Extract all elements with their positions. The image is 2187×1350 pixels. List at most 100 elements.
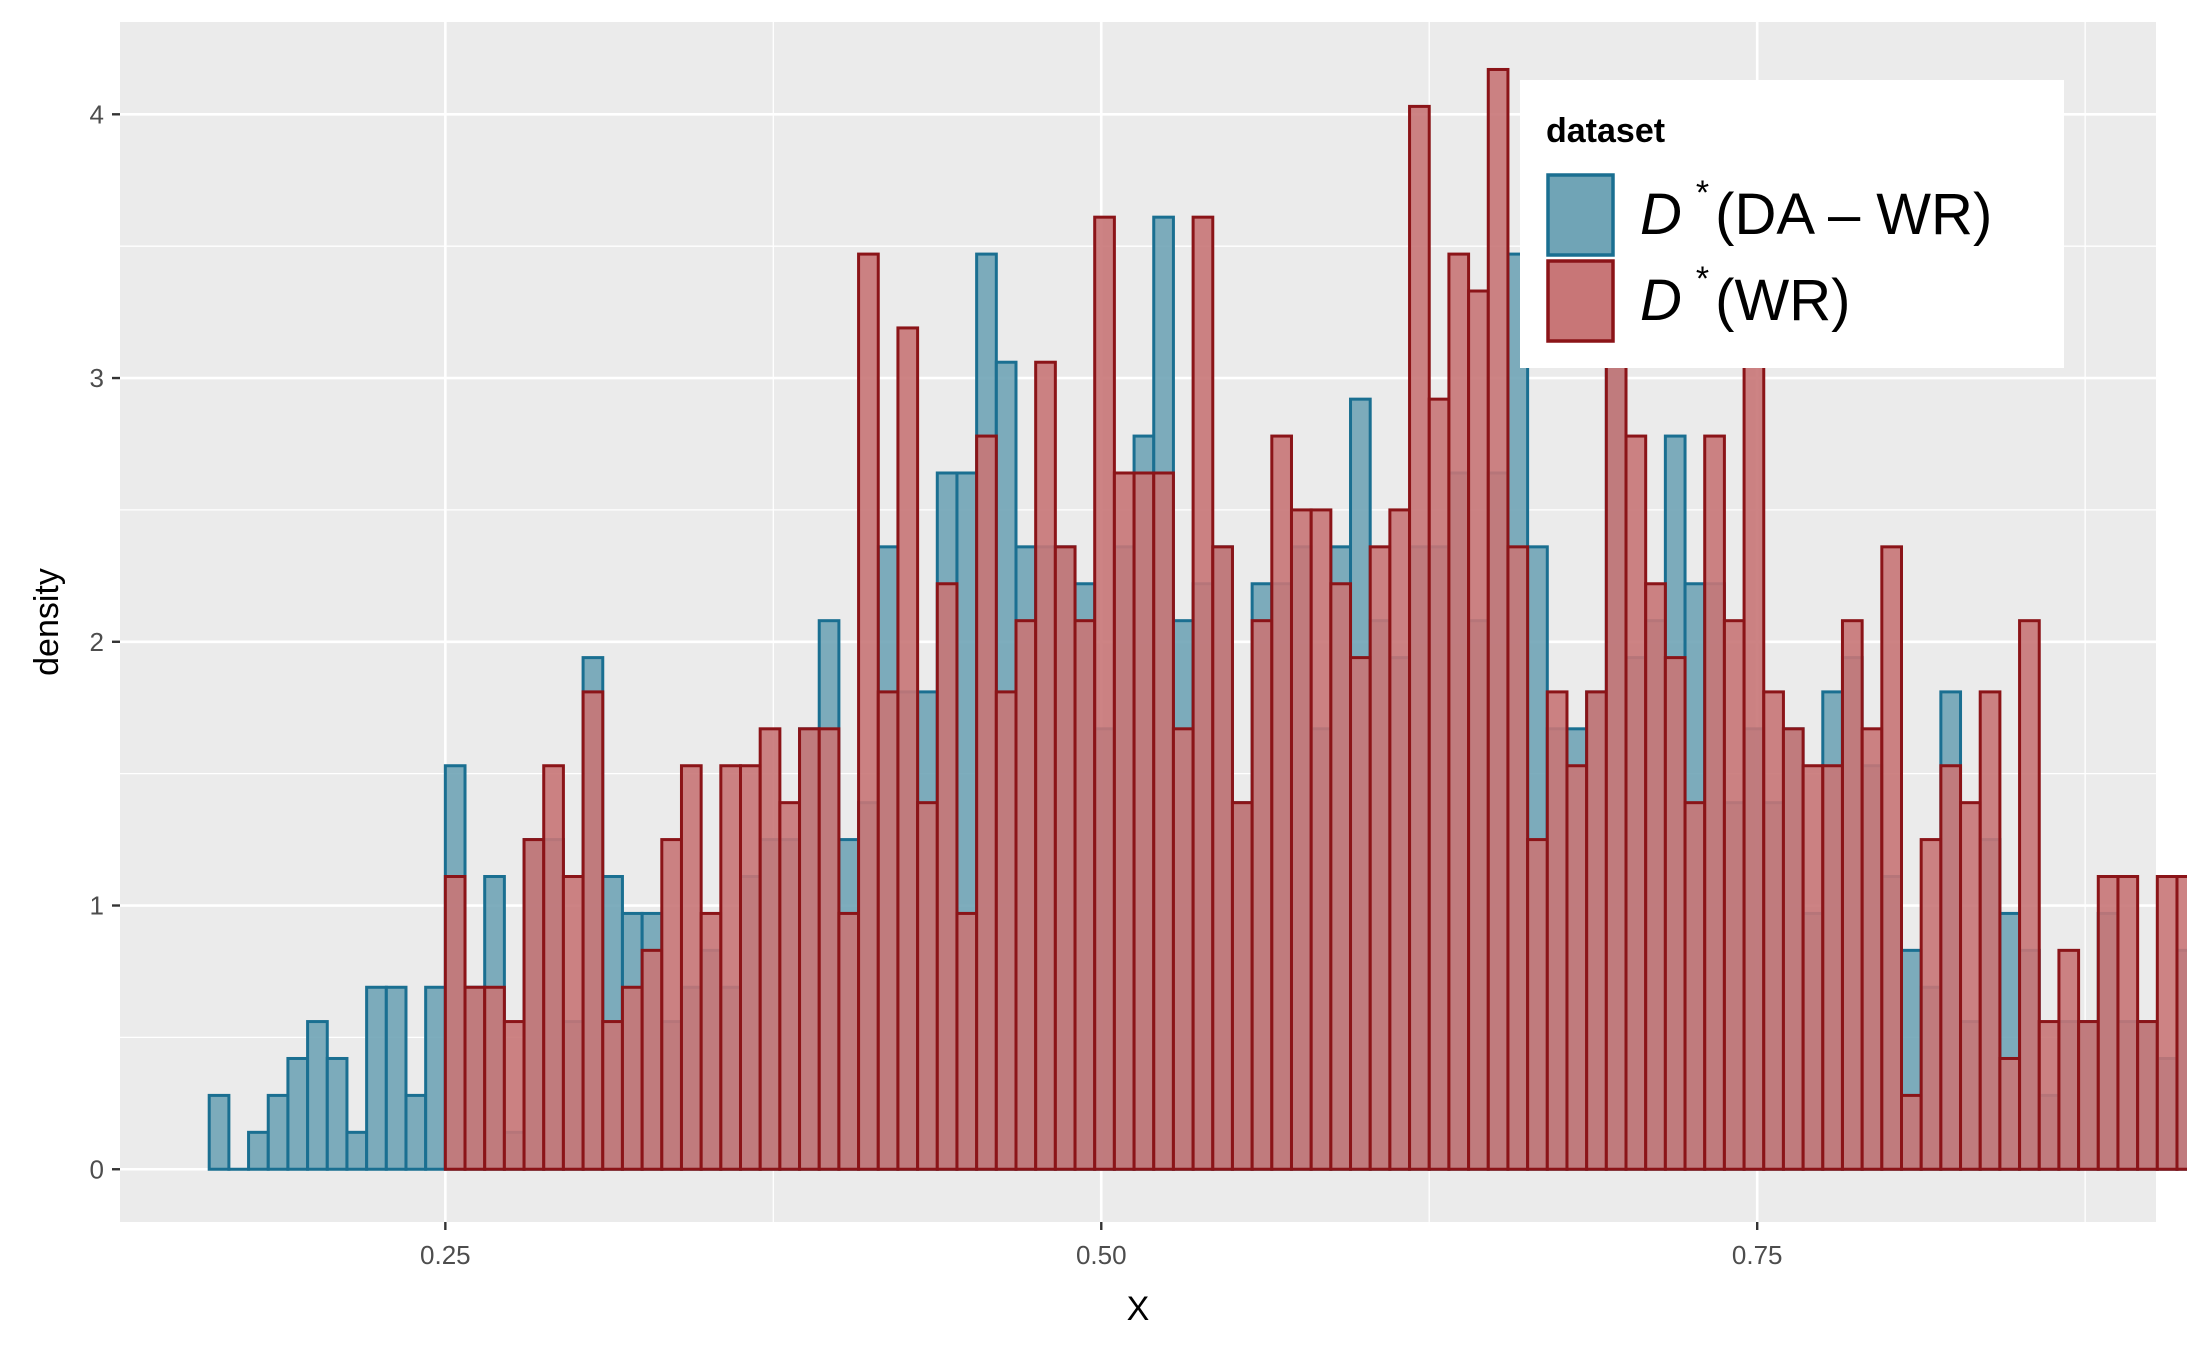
- histogram-bar: [1093, 215, 1116, 1171]
- histogram-bar: [1289, 508, 1313, 1171]
- histogram-bar: [1309, 508, 1333, 1171]
- histogram-bar: [2096, 875, 2120, 1171]
- histogram-bar: [1821, 764, 1844, 1171]
- legend: dataset D * (DA – WR) D * (WR): [1520, 80, 2064, 368]
- histogram-bar: [1742, 252, 1766, 1171]
- axes: 0.25 0.50 0.75 0 1 2 3 4: [90, 99, 1783, 1270]
- histogram-bar: [2018, 619, 2041, 1171]
- histogram-bar: [1486, 67, 1510, 1171]
- histogram-bar: [1132, 471, 1156, 1171]
- histogram-bar: [1467, 289, 1490, 1171]
- histogram-bar: [1526, 838, 1549, 1171]
- histogram-bar: [1801, 764, 1825, 1171]
- histogram-bar: [1408, 104, 1431, 1171]
- histogram-bar: [916, 801, 939, 1171]
- histogram-bar: [404, 1093, 428, 1171]
- histogram-bar: [581, 690, 605, 1171]
- histogram-bar: [1919, 838, 1943, 1171]
- histogram-bar: [660, 838, 683, 1171]
- histogram-bar: [1762, 690, 1785, 1171]
- histogram-bar: [2077, 1020, 2100, 1171]
- histogram-bar: [739, 764, 762, 1171]
- histogram-bar: [876, 690, 900, 1171]
- histogram-bar: [1112, 471, 1136, 1171]
- histogram-bar: [306, 1020, 329, 1171]
- histogram-bar: [2037, 1020, 2061, 1171]
- histogram-bar: [365, 985, 388, 1171]
- histogram-bar: [522, 838, 546, 1171]
- x-tick-label: 0.25: [420, 1240, 471, 1270]
- histogram-bar: [1900, 1093, 1923, 1171]
- histogram-bar: [1978, 690, 2002, 1171]
- histogram-bar: [1840, 619, 1864, 1171]
- histogram-bar: [1270, 434, 1293, 1171]
- histogram-bar: [817, 727, 841, 1171]
- histogram-bar: [857, 252, 880, 1171]
- legend-key-wr: [1546, 259, 1615, 343]
- histogram-bar: [247, 1130, 270, 1171]
- histogram-bar: [502, 1020, 526, 1171]
- legend-item-da-wr: D * (DA – WR): [1546, 173, 1992, 257]
- histogram-bar: [483, 985, 506, 1171]
- histogram-bar: [1053, 545, 1077, 1171]
- histogram-bar: [1939, 764, 1963, 1171]
- histogram-bar: [1034, 360, 1057, 1171]
- histogram-bar: [1663, 656, 1687, 1171]
- histogram-bar: [1368, 545, 1392, 1171]
- legend-label-da-wr: D * (DA – WR): [1640, 174, 1992, 247]
- histogram-bar: [896, 326, 920, 1171]
- histogram-bar: [778, 801, 802, 1171]
- histogram-bar: [601, 1020, 624, 1171]
- legend-item-wr: D * (WR): [1546, 259, 1850, 343]
- y-tick-label: 1: [90, 891, 104, 921]
- histogram-bar: [1171, 727, 1195, 1171]
- histogram-bar: [1152, 471, 1175, 1171]
- histogram-bar: [620, 985, 644, 1171]
- y-axis-title: density: [28, 568, 66, 676]
- histogram-bar: [640, 948, 664, 1171]
- histogram-bar: [1565, 764, 1589, 1171]
- histogram-bar: [1230, 801, 1254, 1171]
- histogram-bar: [955, 911, 979, 1171]
- histogram-bar: [1388, 508, 1412, 1171]
- histogram-bar: [699, 911, 723, 1171]
- histogram-bar: [798, 727, 821, 1171]
- histogram-bar: [424, 985, 447, 1171]
- histogram-bar: [719, 764, 743, 1171]
- legend-label-wr: D * (WR): [1640, 260, 1850, 333]
- histogram-bar: [1427, 397, 1451, 1171]
- legend-key-da-wr: [1546, 173, 1615, 257]
- histogram-bar: [1211, 545, 1234, 1171]
- histogram-bar: [1014, 619, 1038, 1171]
- histogram-bar: [542, 764, 565, 1171]
- histogram-bar: [1722, 619, 1746, 1171]
- histogram-bar: [561, 875, 585, 1171]
- histogram-bar: [837, 911, 861, 1171]
- histogram-bar: [1644, 582, 1667, 1171]
- histogram-bar: [994, 690, 1018, 1171]
- histogram-bar: [935, 582, 959, 1171]
- histogram-bar: [1250, 619, 1274, 1171]
- histogram-bar: [1349, 656, 1372, 1171]
- x-axis-title: X: [1127, 1290, 1150, 1328]
- histogram-bar: [1545, 690, 1569, 1171]
- histogram-bar: [463, 985, 487, 1171]
- histogram-bar: [2057, 948, 2081, 1171]
- histogram-bar: [207, 1093, 231, 1171]
- histogram-bar: [1683, 801, 1707, 1171]
- histogram-bar: [1703, 434, 1726, 1171]
- histogram-bar: [266, 1093, 290, 1171]
- x-tick-label: 0.75: [1732, 1240, 1783, 1270]
- y-tick-label: 4: [90, 99, 104, 129]
- histogram-bar: [1959, 801, 1982, 1171]
- y-tick-label: 0: [90, 1154, 104, 1184]
- y-tick-label: 3: [90, 363, 104, 393]
- histogram-bar: [286, 1056, 310, 1171]
- histogram-bar: [975, 434, 998, 1171]
- histogram-bar: [1447, 252, 1471, 1171]
- histogram-bar: [345, 1130, 369, 1171]
- histogram-bar: [1073, 619, 1097, 1171]
- histogram-bar: [1860, 727, 1884, 1171]
- histogram-bar: [2136, 1020, 2159, 1171]
